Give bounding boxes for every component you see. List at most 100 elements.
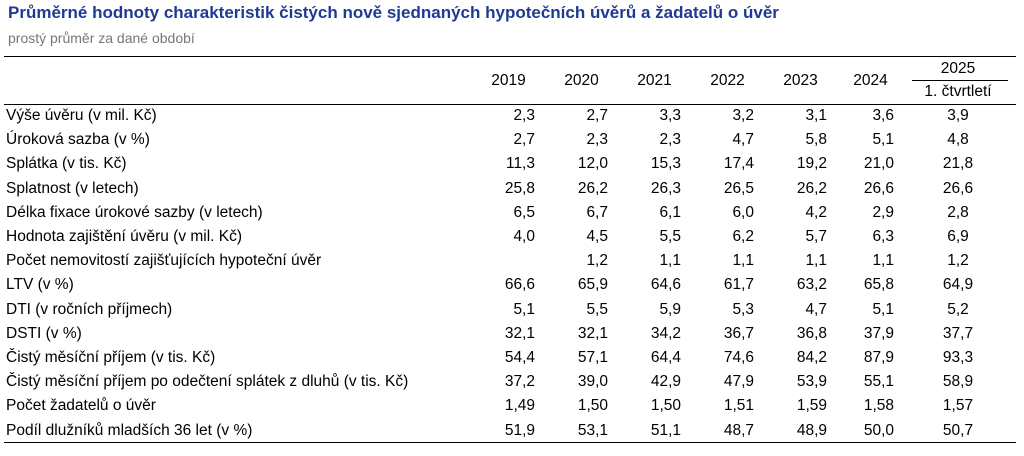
table-subtitle: prostý průměr za dané období bbox=[8, 30, 195, 46]
cell-value: 2,3 bbox=[513, 107, 535, 125]
table-row: LTV (v %) 66,6 65,9 64,6 61,7 63,2 65,8 64,9 bbox=[6, 273, 1012, 297]
cell-value: 48,7 bbox=[723, 421, 754, 439]
cell-value: 5,7 bbox=[805, 228, 827, 246]
cell-value: 65,9 bbox=[577, 276, 608, 294]
table-row: Délka fixace úrokové sazby (v letech) 6,5… bbox=[6, 201, 1012, 225]
column-header: 2024 bbox=[853, 71, 888, 89]
cell-value: 37,9 bbox=[863, 324, 894, 342]
header-rule bbox=[4, 104, 1016, 105]
cell-value: 1,1 bbox=[872, 252, 894, 270]
column-header: 2022 bbox=[710, 71, 745, 89]
cell-value: 58,9 bbox=[942, 373, 974, 391]
cell-value: 39,0 bbox=[577, 373, 608, 391]
cell-value: 36,7 bbox=[723, 324, 754, 342]
cell-value: 1,2 bbox=[947, 252, 969, 270]
column-header: 2021 bbox=[637, 71, 672, 89]
cell-value: 1,58 bbox=[863, 397, 894, 415]
column-subheader: 1. čtvrtletí bbox=[924, 83, 992, 101]
cell-value: 53,1 bbox=[577, 421, 608, 439]
cell-value: 1,51 bbox=[723, 397, 754, 415]
cell-value: 5,1 bbox=[872, 300, 894, 318]
column-header: 2019 bbox=[491, 71, 526, 89]
column-header: 2023 bbox=[783, 71, 818, 89]
cell-value: 3,2 bbox=[732, 107, 754, 125]
cell-value: 5,9 bbox=[659, 300, 681, 318]
table-row: DSTI (v %) 32,1 32,1 34,2 36,7 36,8 37,9 37,7 bbox=[6, 322, 1012, 346]
cell-value: 63,2 bbox=[796, 276, 827, 294]
row-label: Výše úvěru (v mil. Kč) bbox=[6, 107, 157, 125]
cell-value: 1,1 bbox=[805, 252, 827, 270]
cell-value: 6,3 bbox=[872, 228, 894, 246]
cell-value: 55,1 bbox=[863, 373, 894, 391]
cell-value: 51,9 bbox=[504, 421, 535, 439]
cell-value: 25,8 bbox=[504, 179, 535, 197]
cell-value: 26,2 bbox=[796, 179, 827, 197]
cell-value: 5,8 bbox=[805, 131, 827, 149]
cell-value: 4,0 bbox=[513, 228, 535, 246]
row-label: Úroková sazba (v %) bbox=[6, 131, 150, 149]
cell-value: 48,9 bbox=[796, 421, 827, 439]
cell-value: 4,2 bbox=[805, 203, 827, 221]
cell-value: 2,3 bbox=[586, 131, 608, 149]
row-label: Počet nemovitostí zajišťujících hypotečn… bbox=[6, 252, 322, 270]
cell-value: 6,1 bbox=[659, 203, 681, 221]
cell-value: 47,9 bbox=[723, 373, 754, 391]
cell-value: 64,9 bbox=[942, 276, 974, 294]
cell-value: 11,3 bbox=[505, 155, 535, 173]
header-row-quarter: 1. čtvrtletí bbox=[6, 81, 1012, 105]
row-label: Splátka (v tis. Kč) bbox=[6, 155, 127, 173]
cell-value: 2,3 bbox=[659, 131, 681, 149]
cell-value: 34,2 bbox=[650, 324, 681, 342]
top-rule bbox=[4, 56, 1016, 57]
cell-value: 2,9 bbox=[872, 203, 894, 221]
cell-value: 32,1 bbox=[577, 324, 608, 342]
cell-value: 93,3 bbox=[942, 348, 974, 366]
table-row: Hodnota zajištění úvěru (v mil. Kč) 4,0 4,… bbox=[6, 225, 1012, 249]
cell-value: 21,8 bbox=[942, 155, 974, 173]
cell-value: 50,0 bbox=[863, 421, 894, 439]
cell-value: 37,2 bbox=[504, 373, 535, 391]
cell-value: 42,9 bbox=[650, 373, 681, 391]
cell-value: 50,7 bbox=[942, 421, 974, 439]
cell-value: 4,7 bbox=[732, 131, 754, 149]
cell-value: 1,1 bbox=[732, 252, 754, 270]
cell-value: 32,1 bbox=[504, 324, 535, 342]
cell-value: 5,1 bbox=[513, 300, 535, 318]
cell-value: 3,1 bbox=[805, 107, 827, 125]
table-title: Průměrné hodnoty charakteristik čistých … bbox=[8, 3, 779, 22]
cell-value: 53,9 bbox=[796, 373, 827, 391]
cell-value: 4,7 bbox=[805, 300, 827, 318]
cell-value: 64,4 bbox=[650, 348, 681, 366]
cell-value: 26,3 bbox=[650, 179, 681, 197]
cell-value: 15,3 bbox=[650, 155, 681, 173]
cell-value: 37,7 bbox=[942, 324, 974, 342]
cell-value: 19,2 bbox=[796, 155, 827, 173]
cell-value: 3,9 bbox=[947, 107, 969, 125]
cell-value: 6,2 bbox=[732, 228, 754, 246]
cell-value: 1,59 bbox=[796, 397, 827, 415]
cell-value: 1,49 bbox=[504, 397, 535, 415]
row-label: Splatnost (v letech) bbox=[6, 179, 139, 197]
cell-value: 26,2 bbox=[577, 179, 608, 197]
cell-value: 4,5 bbox=[586, 228, 608, 246]
cell-value: 36,8 bbox=[796, 324, 827, 342]
quarter-rule bbox=[912, 80, 1008, 81]
table-row: Počet nemovitostí zajišťujících hypotečn… bbox=[6, 249, 1012, 273]
cell-value: 5,5 bbox=[659, 228, 681, 246]
header-row-years: 2019 2020 2021 2022 2023 2024 2025 bbox=[6, 57, 1012, 89]
cell-value: 6,0 bbox=[732, 203, 754, 221]
cell-value: 6,5 bbox=[513, 203, 535, 221]
header-label-cell bbox=[6, 57, 472, 104]
cell-value: 1,1 bbox=[659, 252, 681, 270]
cell-value: 26,5 bbox=[723, 179, 754, 197]
cell-value: 2,8 bbox=[947, 203, 969, 221]
cell-value: 1,50 bbox=[577, 397, 608, 415]
row-label: Čistý měsíční příjem po odečtení splátek… bbox=[6, 373, 409, 391]
cell-value: 2,7 bbox=[586, 107, 608, 125]
row-label: DTI (v ročních příjmech) bbox=[6, 300, 173, 318]
cell-value: 61,7 bbox=[723, 276, 754, 294]
table-row: DTI (v ročních příjmech) 5,1 5,5 5,9 5,3 4,7 5… bbox=[6, 298, 1012, 322]
row-label: Hodnota zajištění úvěru (v mil. Kč) bbox=[6, 228, 243, 246]
cell-value: 2,7 bbox=[513, 131, 535, 149]
table-row: Podíl dlužníků mladších 36 let (v %) 51,9… bbox=[6, 418, 1012, 442]
